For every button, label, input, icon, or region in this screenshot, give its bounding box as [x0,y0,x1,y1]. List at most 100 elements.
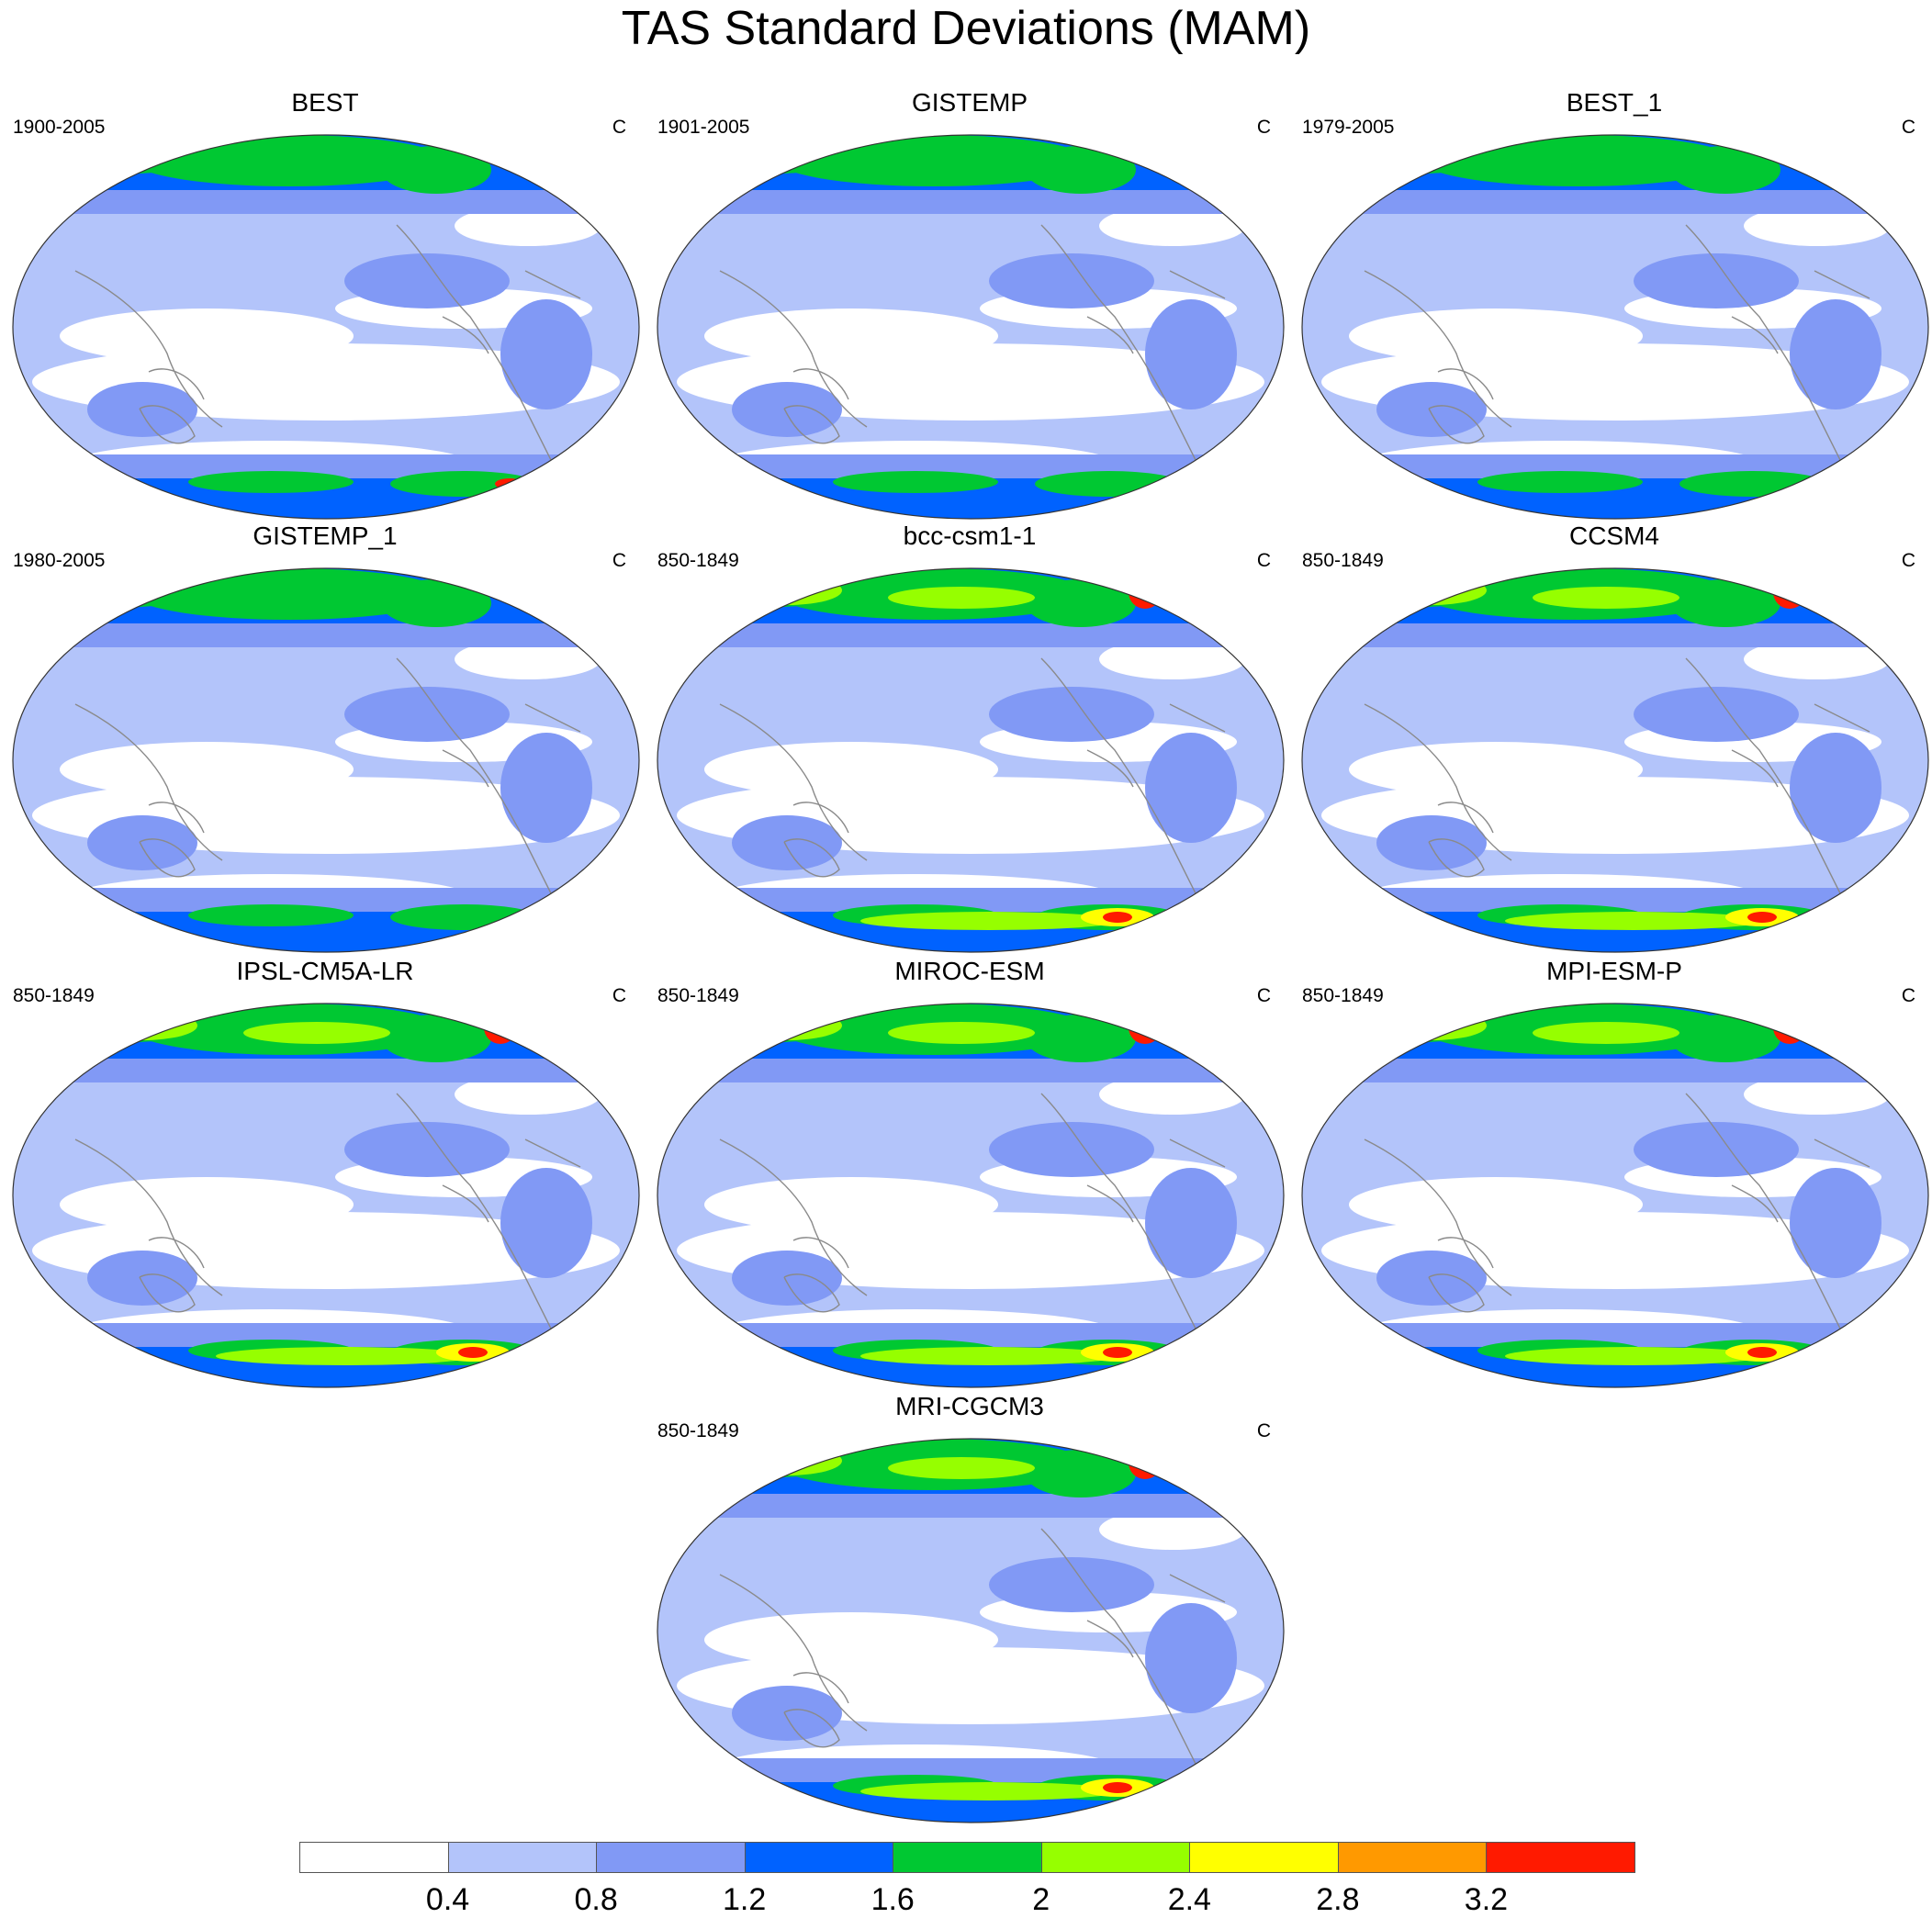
robinson-map [657,134,1285,520]
colorbar [299,1842,1635,1873]
coastline [783,838,840,878]
colorbar-box [1040,1842,1191,1873]
field-low [455,1074,601,1115]
arctic-peak [752,1450,803,1464]
panel-title: MPI-ESM-P [1546,957,1682,985]
coastline [1169,703,1226,733]
panel-unit: C [612,550,626,571]
arctic-peak [1533,1022,1679,1044]
coastline [1437,368,1494,400]
field-low [455,206,601,246]
antarctic-peak [495,478,524,489]
field-mid [500,733,592,843]
colorbar-box [744,1842,894,1873]
panel-unit: C [612,985,626,1006]
field-mid [344,1122,510,1177]
coastline [783,1709,840,1748]
antarctic-peak [860,912,1118,930]
panel-period: 850-1849 [1302,985,1384,1006]
map-panel: BEST_1 1979-2005 C [1293,87,1932,528]
coastline [1731,749,1779,788]
arctic-high [1026,146,1136,194]
coastline [783,1273,840,1313]
coastline [1169,1574,1226,1603]
field-mid [1634,687,1799,742]
field-low [1099,206,1246,246]
field-low [60,742,354,797]
field-mid [732,1686,842,1741]
coastline [1685,657,1852,916]
field-mid [989,1557,1154,1612]
panel-title: MIROC-ESM [894,957,1045,985]
panel-period: 1901-2005 [657,117,750,138]
colorbar-label: 0.8 [574,1882,618,1917]
arctic-peak [752,1015,803,1029]
coastline [1086,1620,1134,1658]
field-low [1099,639,1246,679]
panel-title: MRI-CGCM3 [895,1392,1044,1420]
coastline [1040,657,1208,916]
field-low [1744,206,1891,246]
map-outline [657,567,1285,953]
colorbar-label: 1.2 [723,1882,767,1917]
colorbar-box [447,1842,598,1873]
antarctic-high [833,471,998,493]
robinson-map [12,134,640,520]
map-panel: CCSM4 850-1849 C [1293,521,1932,961]
coastline [1086,316,1134,354]
arctic-peak [888,587,1035,609]
panel-unit: C [1256,985,1271,1006]
coastline [1040,1528,1208,1787]
coastline [1731,1184,1779,1223]
colorbar-label: 3.2 [1464,1882,1509,1917]
antarctic-peak [1103,912,1132,923]
map-outline [1301,1003,1929,1388]
coastline [719,1138,868,1296]
antarctic-peak [216,1347,473,1365]
field-low [704,308,998,364]
field-mid [1790,1168,1881,1278]
field-mid [1634,1122,1799,1177]
panel-title: GISTEMP [911,88,1028,117]
colorbar-box [596,1842,746,1873]
antarctic-peak [1747,912,1777,923]
colorbar-box [1337,1842,1488,1873]
panel-unit: C [1901,550,1915,571]
antarctic-peak [1103,1347,1132,1358]
colorbar-label: 2.8 [1316,1882,1360,1917]
panel-title: CCSM4 [1568,522,1659,550]
arctic-peak [1533,587,1679,609]
coastline [396,224,563,483]
antarctic-high [1679,471,1826,497]
robinson-map [657,1438,1285,1823]
arctic-peak [888,1022,1035,1044]
coastline [792,368,849,400]
arctic-high [1026,1015,1136,1062]
map-outline [12,1003,640,1388]
panel-period: 1900-2005 [13,117,106,138]
antarctic-high [390,471,537,497]
field-low [455,639,601,679]
panel-title: BEST [291,88,359,117]
colorbar-label: 1.6 [871,1882,915,1917]
map-outline [657,134,1285,520]
antarctic-high [390,904,537,930]
coastline [1685,224,1852,483]
figure-title: TAS Standard Deviations (MAM) [621,2,1311,55]
arctic-high [381,579,491,627]
arctic-high [1670,1015,1780,1062]
coastline [1169,1138,1226,1168]
arctic-peak [1129,576,1162,609]
arctic-high [69,135,197,174]
colorbar-box [1486,1842,1635,1873]
arctic-peak [732,146,750,157]
coastline [1814,270,1870,299]
panel-unit: C [1901,985,1915,1006]
arctic-high [713,135,842,174]
field-low [1349,308,1643,364]
arctic-high [1670,579,1780,627]
panel-unit: C [1901,117,1915,138]
coastline [1731,316,1779,354]
field-mid [989,253,1154,308]
coastline [148,802,205,834]
